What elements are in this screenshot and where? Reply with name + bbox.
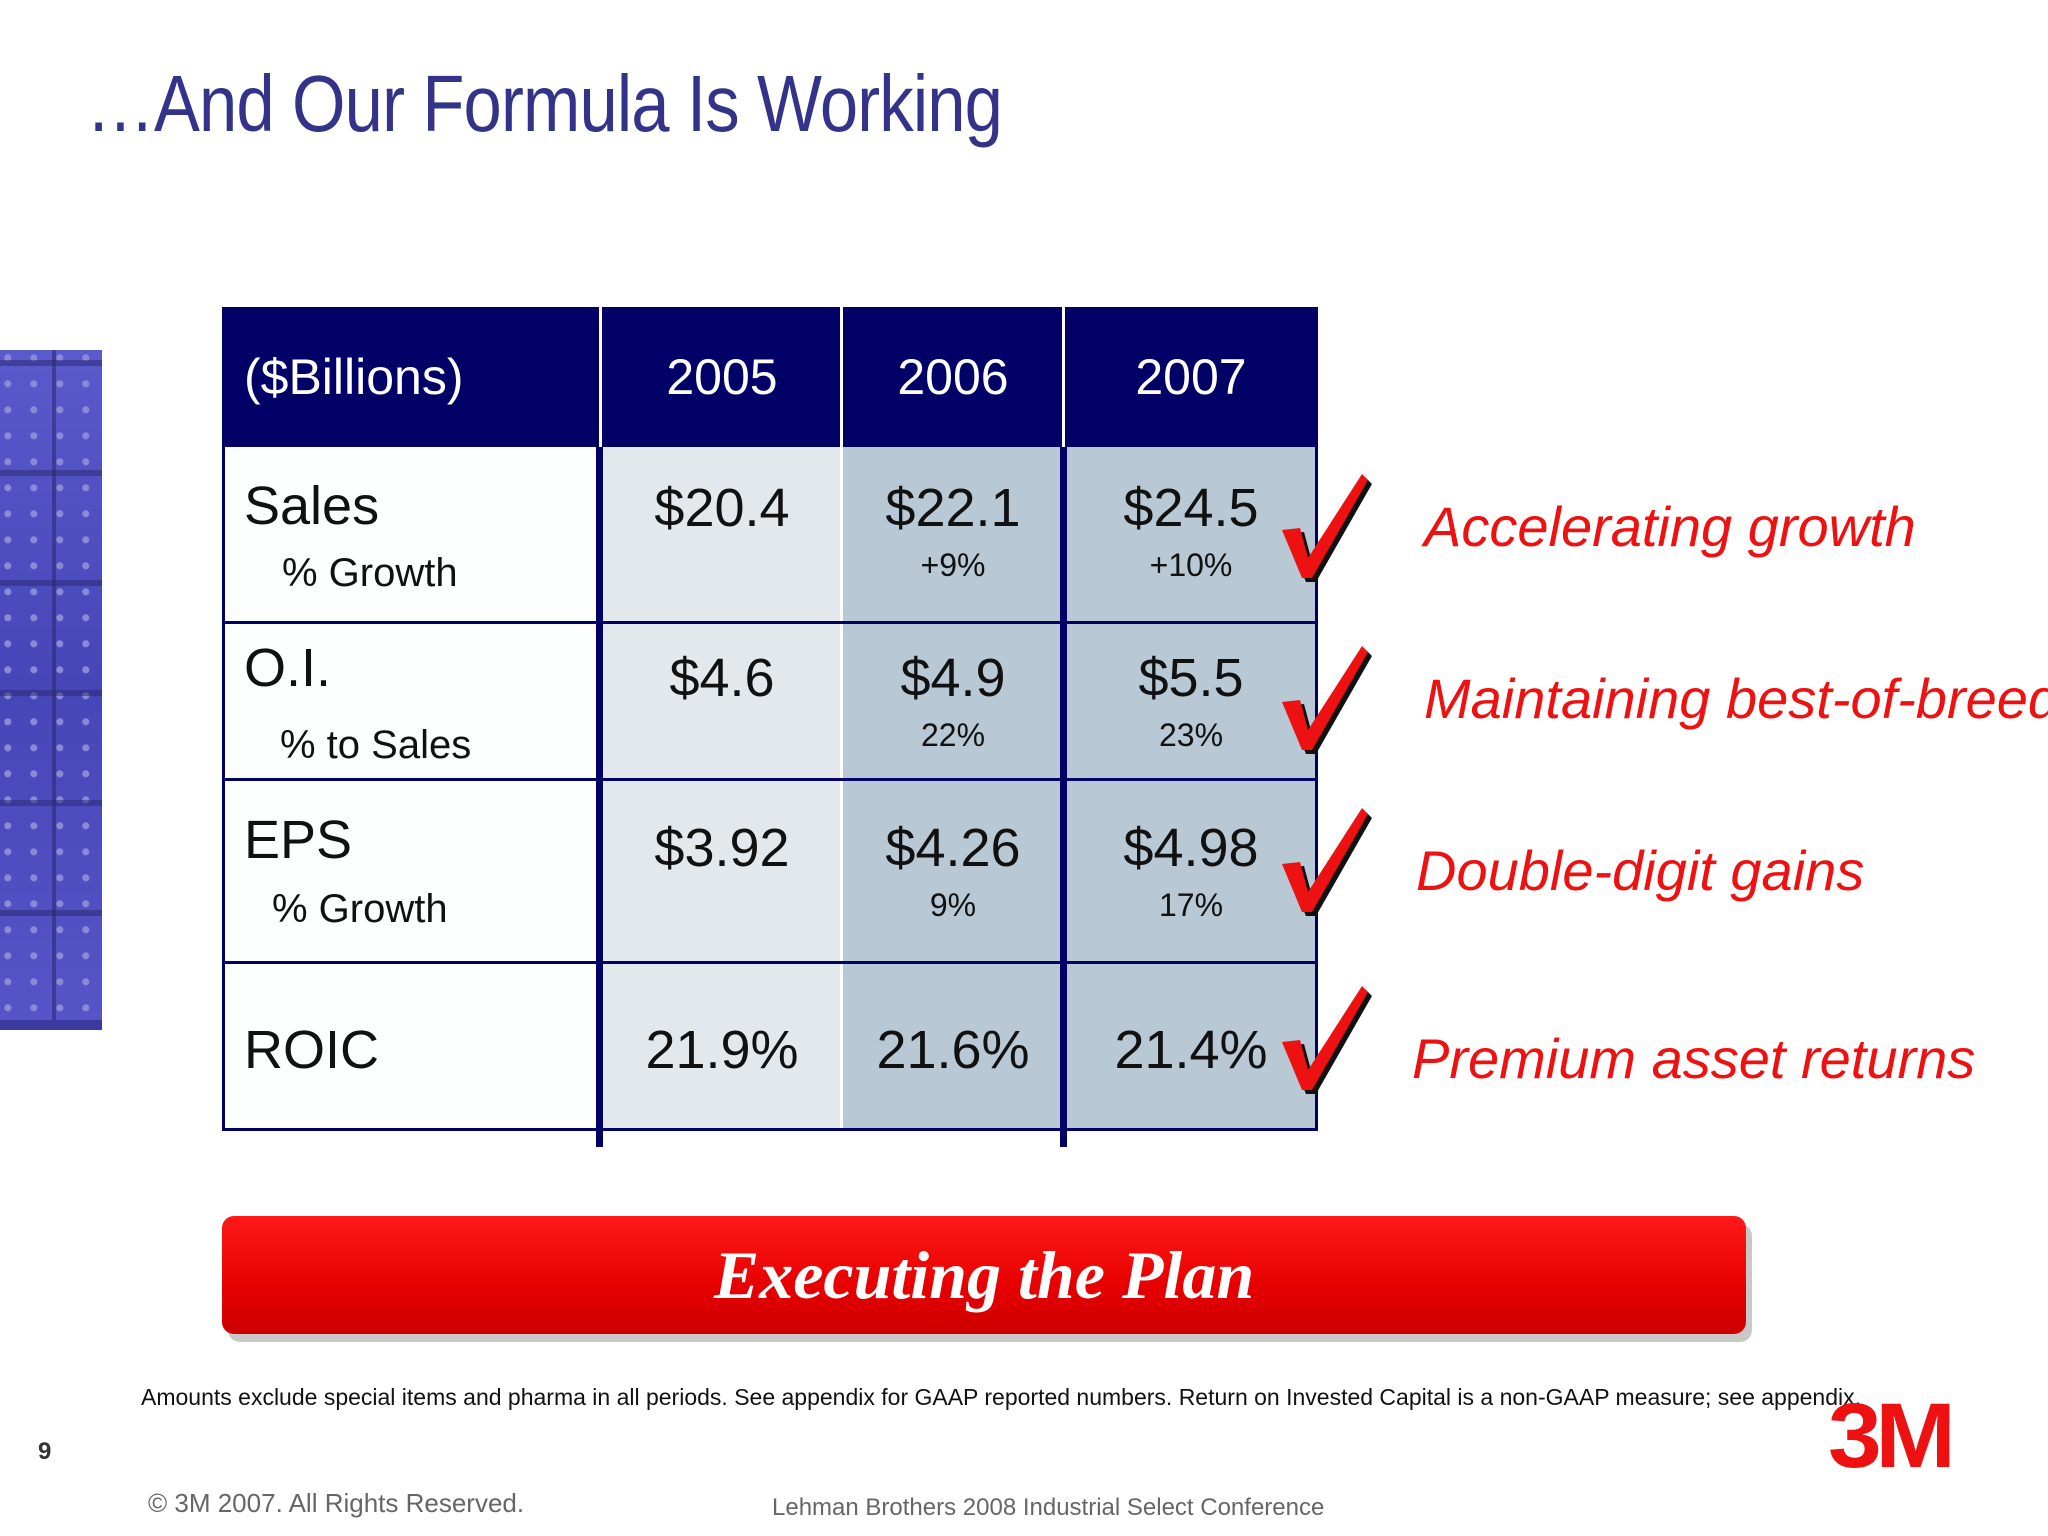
checkmark-icon [1282, 474, 1372, 582]
column-divider [840, 447, 843, 1131]
table-cell: $4.6 [602, 647, 842, 717]
cell-subvalue: +10% [1149, 547, 1233, 583]
row-sublabel-eps: % Growth [272, 887, 448, 931]
col-2007-bg [1064, 447, 1318, 1131]
checkmark-icon [1282, 986, 1372, 1094]
cell-value: $4.6 [669, 648, 775, 708]
table-border-bottom [222, 1128, 1318, 1131]
year-2006: 2006 [897, 349, 1009, 405]
cell-value: $4.9 [900, 648, 1006, 708]
row-label-sales: Sales [244, 476, 380, 536]
cell-value: $5.5 [1138, 648, 1244, 708]
table-cell: $4.98 17% [1064, 817, 1318, 924]
table-cell: $5.5 23% [1064, 647, 1318, 754]
checkmark-icon [1282, 646, 1372, 754]
cell-subvalue: 22% [920, 717, 986, 753]
copyright: © 3M 2007. All Rights Reserved. [148, 1488, 525, 1518]
table-cell: $24.5 +10% [1064, 477, 1318, 584]
decorative-side-graphic [0, 350, 102, 1030]
row-divider [222, 621, 1318, 624]
footnote: Amounts exclude special items and pharma… [141, 1384, 1862, 1410]
table-cell: 21.6% [842, 1019, 1064, 1081]
column-divider [1060, 447, 1067, 1147]
cell-value: $4.98 [1123, 818, 1259, 878]
unit-label: ($Billions) [244, 349, 464, 405]
highlight-best-of-breed: Maintaining best-of-breed [1424, 667, 2048, 730]
table-cell: 21.4% [1064, 1019, 1318, 1081]
plan-banner: Executing the Plan [222, 1216, 1746, 1334]
column-divider [596, 447, 603, 1147]
cell-value: $4.26 [885, 818, 1021, 878]
label-column-bg [222, 447, 602, 1131]
row-label-eps: EPS [244, 810, 353, 870]
table-border-right [1315, 447, 1318, 1131]
header-divider [1062, 307, 1065, 447]
cell-value: 21.9% [645, 1020, 799, 1080]
conference-name: Lehman Brothers 2008 Industrial Select C… [772, 1494, 1325, 1521]
banner-text: Executing the Plan [713, 1236, 1255, 1313]
table-cell: $3.92 [602, 817, 842, 887]
highlight-double-digit-gains: Double-digit gains [1416, 839, 1865, 902]
row-label-oi: O.I. [244, 638, 332, 698]
cell-value: $22.1 [885, 478, 1021, 538]
row-label-roic: ROIC [244, 1020, 379, 1080]
table-border-left [222, 447, 225, 1131]
table-cell: $22.1 +9% [842, 477, 1064, 584]
highlight-premium-asset-returns: Premium asset returns [1412, 1027, 1976, 1090]
cell-subvalue: +9% [920, 547, 986, 583]
table-cell: $4.9 22% [842, 647, 1064, 754]
year-2005: 2005 [666, 349, 778, 405]
company-logo: 3M [1828, 1385, 1956, 1487]
table-cell: $4.26 9% [842, 817, 1064, 924]
cell-subvalue: 9% [929, 887, 977, 923]
header-divider [599, 307, 602, 447]
cell-value: 21.4% [1114, 1020, 1268, 1080]
row-divider [222, 778, 1318, 781]
table-header [222, 307, 1318, 447]
cell-value: 21.6% [876, 1020, 1030, 1080]
row-divider [222, 961, 1318, 964]
cell-value: $24.5 [1123, 478, 1259, 538]
header-divider [840, 307, 843, 447]
col-2006-bg [842, 447, 1064, 1131]
cell-subvalue: 17% [1158, 887, 1224, 923]
year-2007: 2007 [1135, 349, 1247, 405]
table-cell: 21.9% [602, 1019, 842, 1081]
cell-value: $3.92 [654, 818, 790, 878]
slide-title: …And Our Formula Is Working [86, 59, 1003, 148]
cell-subvalue: 23% [1158, 717, 1224, 753]
row-sublabel-sales: % Growth [282, 551, 458, 595]
col-2005-bg [602, 447, 842, 1131]
highlight-accelerating-growth: Accelerating growth [1424, 495, 1916, 558]
page-number: 9 [38, 1438, 52, 1465]
row-sublabel-oi: % to Sales [280, 723, 472, 767]
checkmark-icon [1282, 808, 1372, 916]
financial-table: ($Billions) 2005 2006 2007 Sales % Growt… [222, 307, 1318, 1147]
cell-value: $20.4 [654, 478, 790, 538]
table-cell: $20.4 [602, 477, 842, 547]
